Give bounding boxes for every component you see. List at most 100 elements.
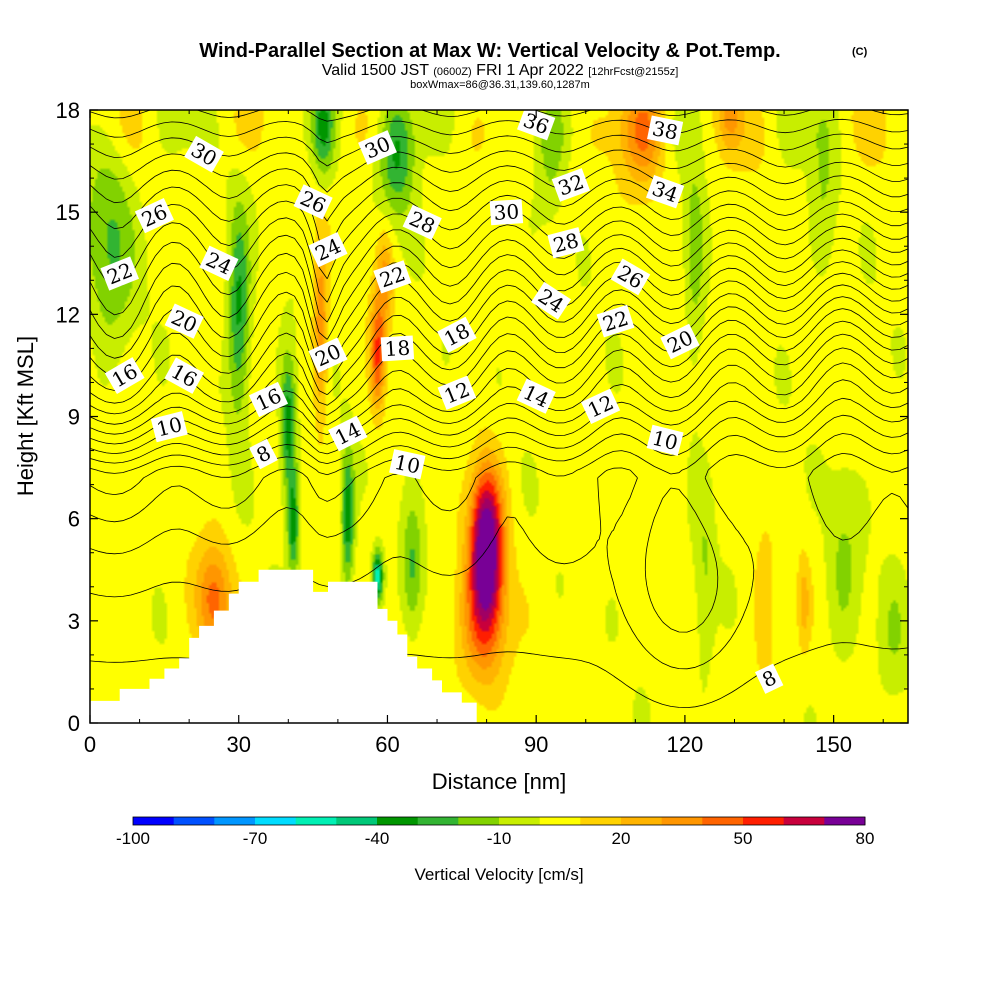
- theta-label-bg: [389, 449, 426, 480]
- colorbar-swatch: [173, 817, 215, 825]
- y-tick-label: 15: [56, 200, 80, 225]
- theta-contour-line: [90, 362, 908, 474]
- theta-label-bg: [199, 245, 239, 281]
- theta-label-bg: [100, 256, 140, 291]
- theta-label-bg: [134, 197, 174, 234]
- colorbar-swatch: [499, 817, 541, 825]
- theta-label-text: 30: [493, 199, 520, 225]
- theta-label-bg: [646, 424, 684, 456]
- theta-contour-line: [90, 118, 908, 143]
- theta-label: 20: [660, 323, 700, 360]
- theta-label-bg: [596, 304, 635, 338]
- theta-label: 8: [249, 438, 278, 470]
- y-tick-label: 3: [68, 609, 80, 634]
- theta-label-bg: [547, 227, 585, 259]
- colorbar-swatch: [824, 817, 866, 825]
- colorbar-swatch: [255, 817, 297, 825]
- colorbar-swatch: [539, 817, 581, 825]
- y-tick-label: 9: [68, 405, 80, 430]
- theta-label-bg: [373, 260, 412, 294]
- theta-label-bg: [164, 303, 204, 339]
- colorbar-swatch: [458, 817, 500, 825]
- x-tick-label: 90: [524, 732, 548, 757]
- theta-contour-line: [90, 320, 908, 445]
- theta-label-bg: [755, 663, 784, 694]
- theta-label-bg: [551, 168, 591, 202]
- colorbar-frame: [132, 816, 866, 826]
- x-axis-label: Distance [nm]: [432, 769, 567, 794]
- forecast-info: [12hrFcst@2155z]: [588, 66, 678, 78]
- theta-label-bg: [437, 375, 477, 410]
- chart-title: Wind-Parallel Section at Max W: Vertical…: [199, 40, 780, 62]
- colorbar-swatch: [783, 817, 825, 825]
- theta-label-bg: [293, 184, 333, 220]
- valid-date: FRI 1 Apr 2022: [476, 62, 584, 79]
- theta-label-bg: [164, 357, 205, 394]
- theta-label: 28: [402, 204, 442, 241]
- boxw-max-line: boxWmax=86@36.31,139.60,1287m: [410, 79, 590, 91]
- y-tick-label: 18: [56, 98, 80, 123]
- theta-label-bg: [489, 199, 524, 226]
- colorbar-swatch: [580, 817, 622, 825]
- theta-label-bg: [249, 438, 278, 470]
- theta-label-bg: [531, 281, 572, 320]
- valid-time-line: Valid 1500 JST (0600Z) FRI 1 Apr 2022 [1…: [322, 62, 679, 79]
- colorbar-swatch: [743, 817, 785, 825]
- theta-label-bg: [308, 231, 348, 268]
- colorbar-swatch: [621, 817, 663, 825]
- theta-label-bg: [358, 130, 397, 165]
- colorbar-swatch: [377, 817, 419, 825]
- valid-prefix: Valid 1500 JST: [322, 62, 430, 79]
- theta-contour-line: [90, 379, 908, 495]
- theta-contour-line: [90, 133, 908, 167]
- y-tick-label: 0: [68, 711, 80, 736]
- colorbar-swatch: [661, 817, 703, 825]
- theta-label: 8: [755, 663, 784, 694]
- colorbar-swatch: [336, 817, 378, 825]
- theta-label: 24: [531, 281, 572, 320]
- theta-label-bg: [184, 135, 224, 173]
- theta-contour-line: [90, 161, 908, 222]
- theta-label-bg: [660, 323, 700, 360]
- colorbar-tick-label: 50: [734, 829, 753, 848]
- theta-label-text: 10: [392, 450, 422, 479]
- theta-label-bg: [150, 411, 188, 443]
- x-axis: 0 30 60 90 120 150: [84, 110, 884, 757]
- theta-label-bg: [248, 381, 289, 418]
- theta-label-text: 18: [384, 336, 411, 362]
- theta-label-bg: [328, 415, 368, 452]
- colorbar-swatch: [702, 817, 744, 825]
- colorbar: -100 -70 -40 -10 20 50 80: [116, 816, 874, 848]
- theta-label-bg: [402, 204, 442, 241]
- colorbar-tick-label: -10: [487, 829, 512, 848]
- x-tick-label: 120: [667, 732, 704, 757]
- colorbar-swatch: [133, 817, 175, 825]
- theta-label: 34: [645, 174, 685, 209]
- theta-label: 16: [164, 357, 205, 394]
- y-tick-label: 6: [68, 507, 80, 532]
- colorbar-tick-label: 20: [612, 829, 631, 848]
- colorbar-tick-label: -40: [365, 829, 390, 848]
- y-axis: 0 3 6 9 12 15 18: [56, 98, 908, 736]
- theta-contour-line: [90, 414, 908, 633]
- colorbar-label: Vertical Velocity [cm/s]: [414, 865, 583, 884]
- theta-contour-line: [90, 225, 908, 340]
- colorbar-swatch: [295, 817, 337, 825]
- y-axis-label: Height [Kft MSL]: [13, 336, 38, 496]
- valid-utc: (0600Z): [433, 66, 472, 78]
- theta-label: 18: [380, 335, 415, 362]
- copyright-mark: (C): [852, 46, 868, 58]
- theta-label-bg: [437, 316, 477, 353]
- theta-label: 10: [389, 449, 426, 480]
- theta-label: 38: [647, 115, 684, 146]
- x-tick-label: 150: [815, 732, 852, 757]
- theta-label-bg: [645, 174, 685, 209]
- colorbar-swatch: [417, 817, 459, 825]
- theta-contour-line: [90, 333, 908, 454]
- y-tick-label: 12: [56, 302, 80, 327]
- theta-label-text: 38: [650, 116, 680, 145]
- theta-label-bg: [104, 357, 145, 395]
- theta-label-bg: [581, 388, 621, 424]
- x-tick-label: 30: [226, 732, 250, 757]
